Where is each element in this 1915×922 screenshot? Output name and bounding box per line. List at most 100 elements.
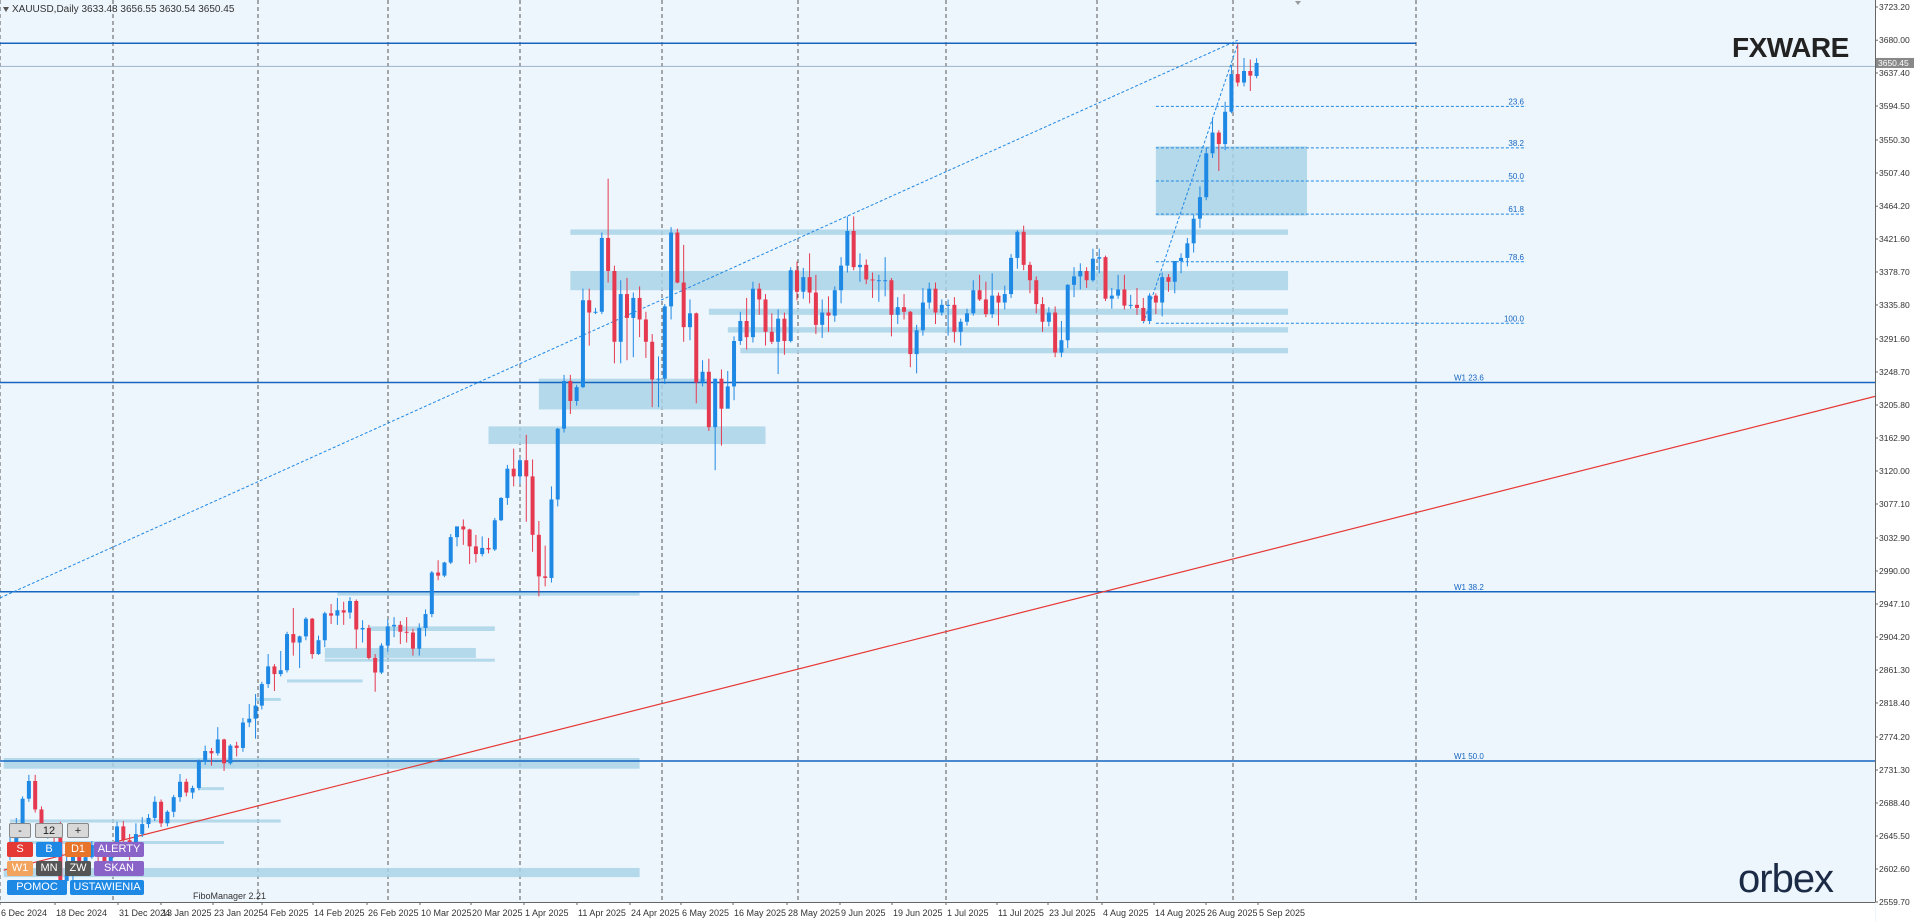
y-tick-label: 2559.70 [1879,897,1910,907]
candle-body [788,270,793,341]
candle-body [801,277,806,292]
y-tick-label: 2731.30 [1879,765,1910,775]
candle-body [599,237,604,312]
timeframe-w1-button[interactable]: W1 [7,861,33,876]
candle-body [851,231,856,268]
candle-body [1242,71,1247,83]
orbex-logo: orbex [1738,857,1834,901]
candle-body [310,618,315,655]
timeframe-mn-button[interactable]: MN [36,861,62,876]
candle-body [958,321,963,332]
candle-body [285,634,290,671]
supply-demand-zone [3,867,640,878]
candle-body [1078,271,1083,277]
candle-body [807,277,812,293]
candle-body [392,624,397,627]
candle-body [656,378,661,380]
red-trendline [3,395,1876,871]
candle-body [517,460,522,477]
candle-body [964,313,969,322]
sell-button[interactable]: S [7,842,33,857]
fib-level-label: 100.0 [1504,314,1525,323]
timeframe-d1-button[interactable]: D1 [65,842,91,857]
y-tick-label: 3077.10 [1879,499,1910,509]
candle-body [1002,294,1007,303]
x-tick-label: 23 Jul 2025 [1049,908,1096,918]
candle-body [373,657,378,673]
symbol-info: XAUUSD,Daily 3633.48 3656.55 3630.54 365… [12,4,235,15]
candle-body [706,371,711,428]
candle-body [108,852,113,867]
candle-body [341,610,346,613]
x-tick-label: 14 Feb 2025 [314,908,365,918]
y-tick-label: 3594.50 [1879,101,1910,111]
supply-demand-zone [10,819,281,823]
help-button[interactable]: POMOC [7,880,67,895]
alerts-button[interactable]: ALERTY [94,842,144,857]
y-tick-label: 3162.90 [1879,433,1910,443]
candle-body [33,781,38,810]
candle-body [1065,284,1070,341]
candle-body [1053,312,1058,353]
candle-body [1059,340,1064,353]
size-value-field[interactable]: 12 [35,823,63,838]
y-tick-label: 3507.40 [1879,168,1910,178]
candle-body [354,601,359,630]
time-axis [0,903,1875,922]
candle-body [914,330,919,355]
buy-button[interactable]: B [36,842,62,857]
scan-button[interactable]: SKAN [94,861,144,876]
candle-body [1084,271,1089,281]
candle-body [1103,257,1108,299]
candle-body [1160,277,1165,303]
supply-demand-zone [198,787,225,791]
y-tick-label: 2688.40 [1879,798,1910,808]
y-tick-label: 3291.60 [1879,334,1910,344]
candle-body [146,817,151,825]
settings-button[interactable]: USTAWIENIA [70,880,144,895]
candle-body [744,321,749,338]
candle-body [115,826,120,853]
candle-body [360,627,365,630]
candle-body [1021,231,1026,265]
x-tick-label: 6 May 2025 [682,908,729,918]
y-tick-label: 2602.60 [1879,864,1910,874]
x-tick-label: 4 Aug 2025 [1103,908,1149,918]
candle-body [127,840,132,844]
supply-demand-zone [324,658,495,662]
supply-demand-zone [570,229,1289,235]
candle-body [643,319,648,342]
weekly-fib-label: W1 23.6 [1454,374,1484,383]
fib-level-label: 50.0 [1508,172,1524,181]
candle-body [536,534,541,577]
candle-body [83,857,88,861]
candle-body [876,280,881,282]
candle-body [1172,261,1177,282]
x-tick-label: 11 Apr 2025 [578,908,626,918]
candle-body [152,801,157,818]
size-decrease-button[interactable]: - [9,823,31,838]
candle-body [675,232,680,283]
candle-body [423,614,428,628]
x-tick-label: 10 Mar 2025 [421,908,472,918]
symbol-menu-icon[interactable] [3,7,9,12]
candle-body [272,666,277,675]
supply-demand-zone [368,626,495,631]
candle-body [121,826,126,841]
y-tick-label: 2645.50 [1879,831,1910,841]
candle-body [20,798,25,825]
candle-body [1153,295,1158,303]
candle-body [1185,243,1190,258]
candle-body [102,854,107,867]
candle-body [215,739,220,754]
fibo-manager-label: FiboManager 2.21 [193,891,267,901]
channel-trendline [0,39,1238,599]
candle-body [1109,295,1114,299]
candle-body [448,537,453,563]
size-increase-button[interactable]: + [67,823,89,838]
x-tick-label: 28 May 2025 [788,908,840,918]
candle-body [530,476,535,535]
candle-body [278,670,283,675]
zw-button[interactable]: ZW [65,861,91,876]
